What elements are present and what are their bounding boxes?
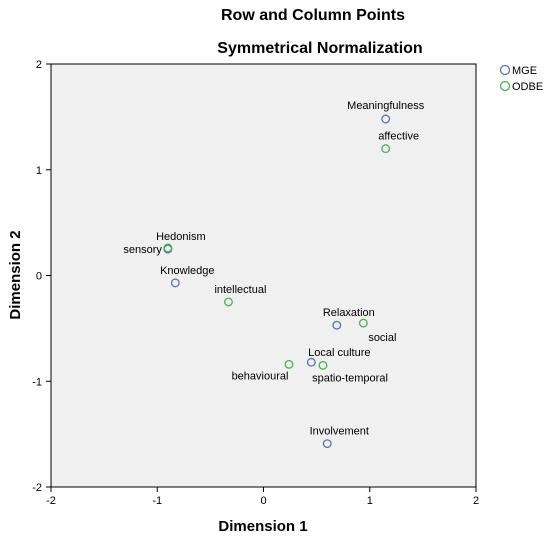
x-tick-label: -2: [46, 495, 56, 507]
plot-area: [50, 63, 477, 488]
label-sensory: sensory: [123, 244, 162, 256]
label-meaningfulness: Meaningfulness: [347, 100, 425, 112]
chart-subtitle: Symmetrical Normalization: [217, 40, 422, 57]
label-social: social: [368, 332, 396, 344]
point-spatio-temporal: [318, 360, 328, 370]
label-behavioural: behavioural: [232, 370, 289, 382]
legend-label-mge: MGE: [512, 65, 537, 77]
legend-marker-odbe: [499, 80, 511, 92]
y-tick-label: -2: [32, 482, 42, 494]
point-involvement: [322, 439, 332, 449]
label-affective: affective: [378, 131, 419, 143]
data-points: [163, 114, 391, 449]
label-local-culture: Local culture: [308, 347, 370, 359]
y-tick-label: 1: [36, 165, 42, 177]
label-spatio-temporal: spatio-temporal: [312, 372, 388, 384]
point-social: [358, 318, 368, 328]
point-meaningfulness: [381, 114, 391, 124]
label-hedonism: Hedonism: [156, 231, 206, 243]
point-affective: [381, 144, 391, 154]
point-behavioural: [284, 359, 294, 369]
legend: MGE ODBE: [499, 64, 543, 93]
point-local-culture: [306, 357, 316, 367]
chart-title: Row and Column Points: [221, 7, 405, 24]
y-axis-title: Dimension 2: [7, 230, 24, 319]
x-tick-label: -1: [152, 495, 162, 507]
label-knowledge: Knowledge: [160, 265, 214, 277]
y-tick-label: 2: [36, 59, 42, 71]
point-sensory: [163, 243, 173, 253]
legend-marker-mge: [499, 64, 511, 76]
point-labels: Meaningfulness Hedonism Knowledge Relaxatio…: [123, 100, 424, 438]
y-tick-label: 0: [36, 271, 42, 283]
x-tick-label: 2: [473, 495, 479, 507]
axis-ticks: -2 -1 0 1 2 -2 -1 0 1 2: [32, 59, 479, 507]
legend-label-odbe: ODBE: [512, 81, 543, 93]
y-tick-label: -1: [32, 376, 42, 388]
point-relaxation: [332, 320, 342, 330]
point-intellectual: [223, 297, 233, 307]
label-intellectual: intellectual: [214, 284, 266, 296]
x-axis-title: Dimension 1: [218, 518, 307, 535]
point-knowledge: [170, 278, 180, 288]
x-tick-label: 0: [260, 495, 266, 507]
label-involvement: Involvement: [310, 426, 369, 438]
x-tick-label: 1: [367, 495, 373, 507]
label-relaxation: Relaxation: [323, 307, 375, 319]
